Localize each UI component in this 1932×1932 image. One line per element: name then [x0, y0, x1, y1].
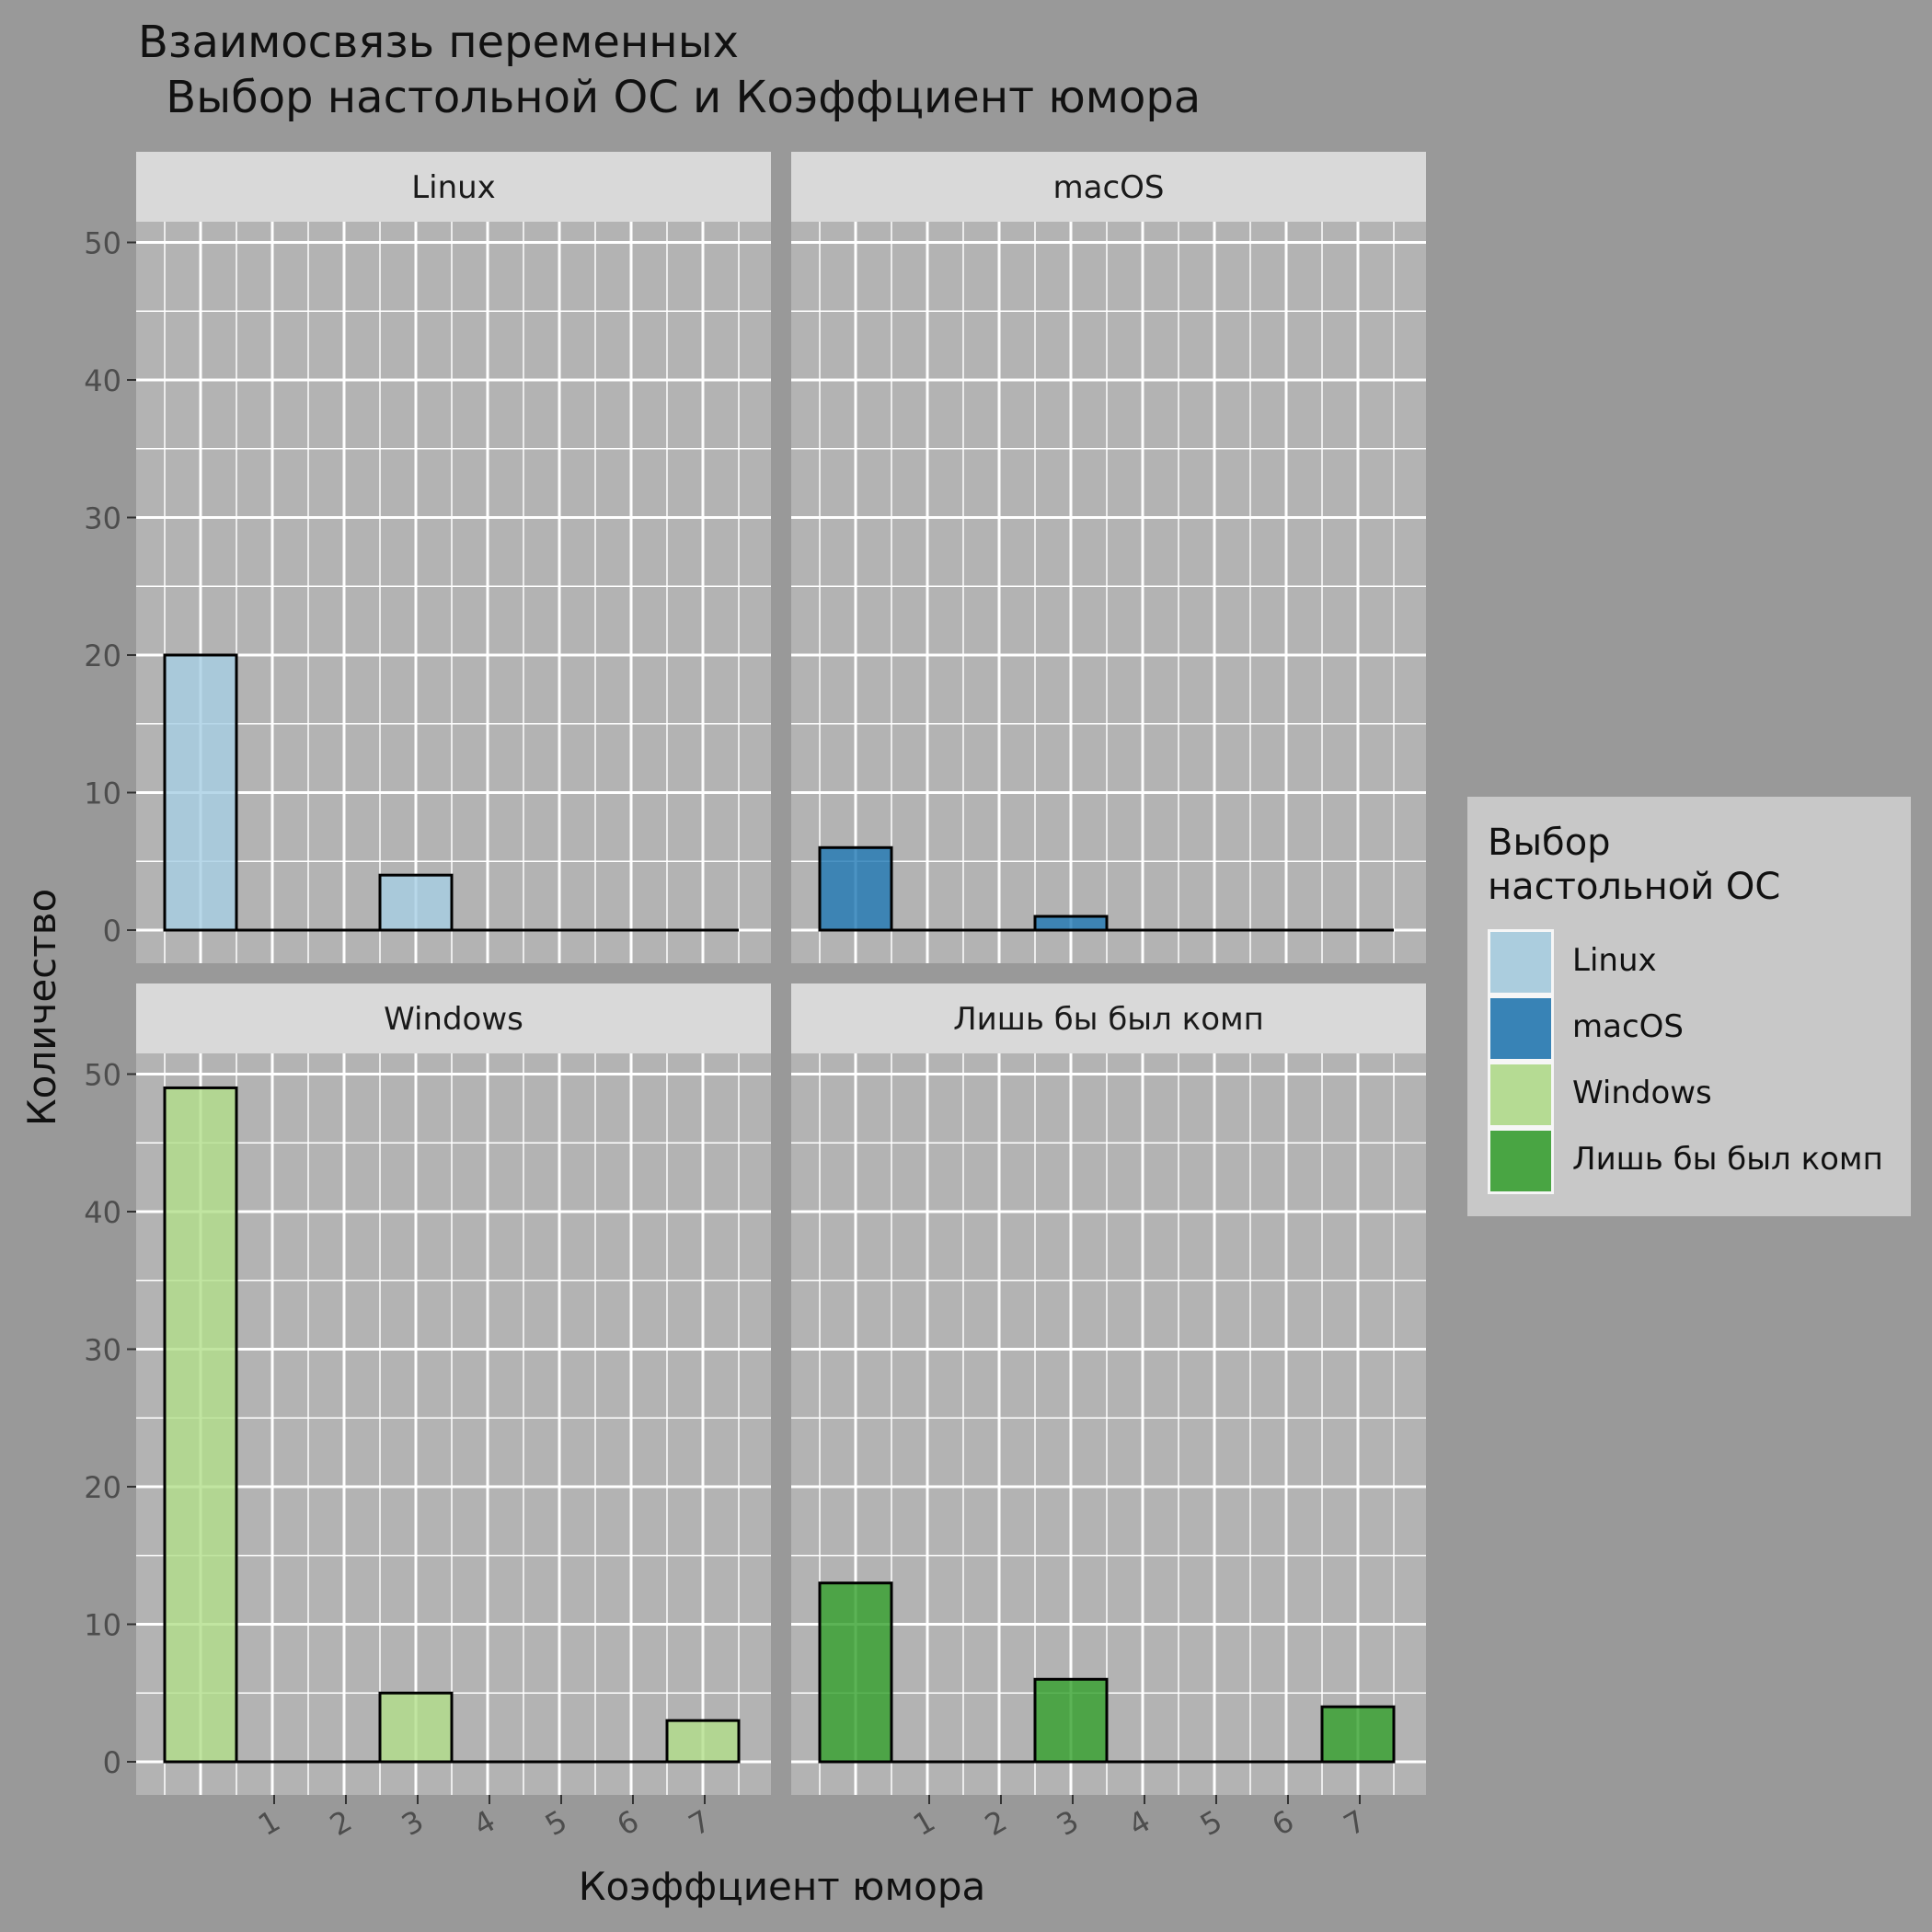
- legend-title-line2: настольной ОС: [1488, 866, 1781, 908]
- legend-item: Лишь бы был комп: [1488, 1128, 1902, 1194]
- y-tick-label: 10: [84, 1608, 121, 1643]
- chart-title-line1: Взаимосвязь переменных: [138, 17, 739, 68]
- facet-strip: [791, 152, 1426, 222]
- bar: [1033, 1677, 1109, 1764]
- x-axis-title: Коэффциент юмора: [579, 1864, 986, 1909]
- y-tick-label: 50: [84, 1058, 121, 1093]
- legend-key: [1488, 1062, 1554, 1128]
- legend-item: macOS: [1488, 995, 1902, 1062]
- legend-item: Windows: [1488, 1062, 1902, 1128]
- chart-title-line2: Выбор настольной ОС и Коэффциент юмора: [152, 72, 1202, 123]
- bar: [818, 845, 893, 932]
- y-tick-label: 0: [103, 914, 121, 949]
- x-tick-label: 4: [467, 1803, 501, 1843]
- bar: [665, 1719, 741, 1764]
- y-tick-label: 0: [103, 1745, 121, 1780]
- bar: [163, 1086, 238, 1764]
- x-tick-label: 3: [396, 1803, 430, 1843]
- legend: Выбор настольной ОС Linux macOS Windows Лиш…: [1467, 797, 1911, 1216]
- bar: [1033, 914, 1109, 932]
- facet-strip-label: Windows: [384, 1001, 523, 1038]
- x-tick-label: 5: [1194, 1803, 1228, 1843]
- x-tick-label: 7: [683, 1803, 717, 1843]
- facet-strip: [136, 983, 771, 1053]
- legend-key: [1488, 929, 1554, 995]
- bar: [378, 873, 454, 932]
- panel-background: [136, 222, 771, 963]
- legend-title-line1: Выбор: [1488, 822, 1611, 864]
- legend-label: Windows: [1572, 1075, 1712, 1111]
- x-tick-label: 6: [1266, 1803, 1300, 1843]
- x-tick-label: 2: [979, 1803, 1013, 1843]
- x-tick-label: 6: [611, 1803, 645, 1843]
- x-tick-label: 2: [324, 1803, 358, 1843]
- bar: [818, 1581, 893, 1764]
- y-tick-label: 30: [84, 1333, 121, 1368]
- x-tick-label: 5: [539, 1803, 573, 1843]
- y-tick-label: 10: [84, 776, 121, 811]
- panel-background: [791, 222, 1426, 963]
- y-tick-label: 40: [84, 363, 121, 398]
- legend-label: Linux: [1572, 942, 1657, 979]
- bar: [163, 653, 238, 932]
- y-tick-label: 20: [84, 1470, 121, 1505]
- x-tick-label: 7: [1338, 1803, 1372, 1843]
- legend-title: Выбор настольной ОС: [1488, 821, 1780, 909]
- x-tick-label: 1: [907, 1803, 941, 1843]
- x-tick-label: 3: [1051, 1803, 1085, 1843]
- facet-strip-label: macOS: [1053, 169, 1165, 206]
- facet-strip: [791, 983, 1426, 1053]
- y-axis-title: Количество: [19, 889, 64, 1126]
- legend-item: Linux: [1488, 929, 1902, 995]
- y-tick-label: 20: [84, 638, 121, 673]
- facet-strip: [136, 152, 771, 222]
- y-tick-label: 30: [84, 501, 121, 536]
- bar: [1320, 1705, 1396, 1764]
- legend-key: [1488, 995, 1554, 1062]
- legend-label: macOS: [1572, 1008, 1684, 1045]
- facet-strip-label: Лишь бы был комп: [953, 1001, 1264, 1038]
- panel-background: [136, 1053, 771, 1795]
- panel-background: [791, 1053, 1426, 1795]
- legend-label: Лишь бы был комп: [1572, 1141, 1883, 1178]
- bar: [378, 1691, 454, 1764]
- y-tick-label: 40: [84, 1195, 121, 1230]
- x-tick-label: 1: [252, 1803, 286, 1843]
- legend-key: [1488, 1128, 1554, 1194]
- facet-strip-label: Linux: [411, 169, 496, 206]
- x-tick-label: 4: [1122, 1803, 1156, 1843]
- y-tick-label: 50: [84, 226, 121, 261]
